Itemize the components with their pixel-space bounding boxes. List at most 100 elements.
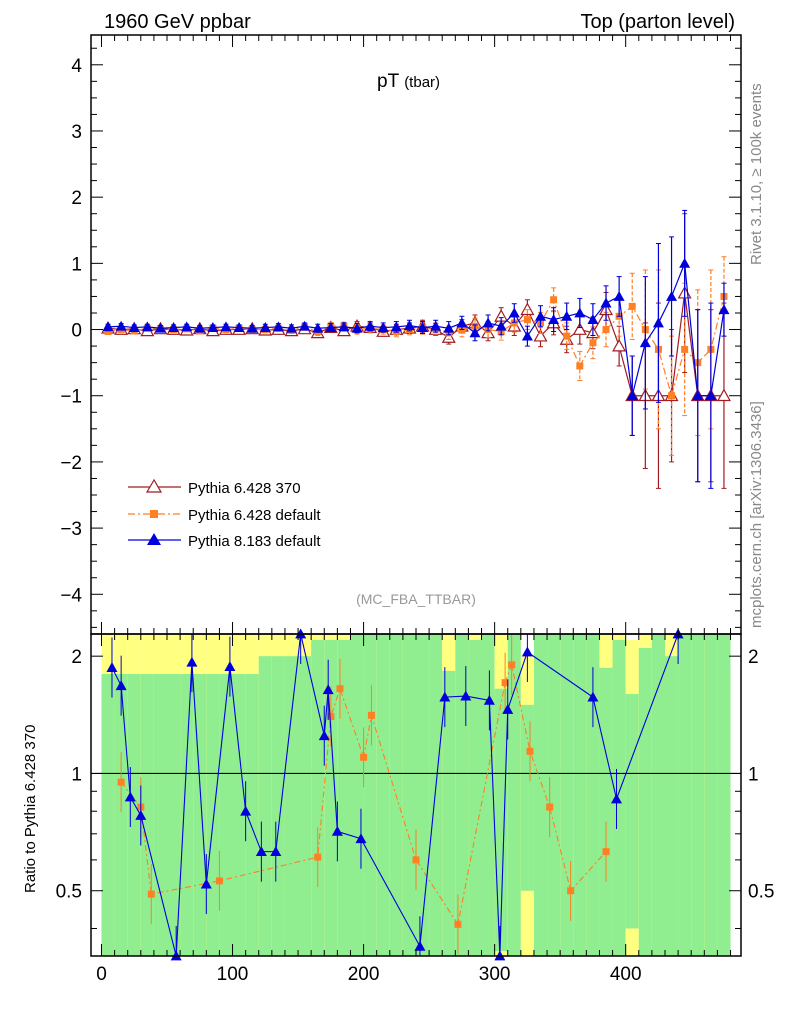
data-point: [104, 328, 112, 336]
ratio-point: [215, 877, 223, 885]
ratio-band-1sigma: [664, 656, 679, 956]
data-point: [550, 296, 558, 304]
data-point: [220, 321, 232, 332]
ratio-band-1sigma: [717, 634, 731, 956]
ratio-band-1sigma: [638, 647, 652, 956]
ratio-band-1sigma: [416, 634, 430, 956]
data-point: [574, 307, 586, 318]
data-point: [548, 314, 560, 325]
y-tick-label: 4: [71, 56, 82, 77]
ratio-tick-label-right: 0.5: [748, 882, 774, 903]
ratio-point: [327, 713, 335, 721]
data-point: [628, 302, 636, 310]
data-point: [576, 362, 584, 370]
legend-marker-open-triangle: [145, 478, 163, 493]
axis-ticks: 0 100 200 300 400 −4 −3 −2 −1 0 1 2 3 4 0.5 0.5 1 1 2 2: [56, 35, 774, 985]
data-point: [325, 322, 337, 332]
x-tick-label: 300: [479, 964, 511, 985]
x-tick-label: 400: [610, 964, 642, 985]
ratio-point: [322, 684, 334, 695]
x-tick-label: 200: [348, 964, 380, 985]
ratio-band-1sigma: [232, 673, 246, 956]
data-point: [364, 320, 376, 331]
legend-marker-filled-triangle: [147, 533, 161, 545]
data-point: [443, 322, 455, 333]
y-tick-label: −3: [60, 519, 82, 540]
legend: Pythia 6.428 370 Pythia 6.428 default Py…: [128, 478, 321, 550]
data-point: [299, 320, 311, 331]
data-point: [351, 322, 363, 333]
data-point: [563, 332, 571, 340]
x-tick-label: 0: [96, 964, 107, 985]
data-point: [534, 310, 546, 321]
data-point: [705, 390, 717, 401]
ratio-point: [124, 791, 136, 802]
data-point: [194, 322, 206, 333]
ratio-tick-label-left: 2: [71, 647, 82, 668]
data-point: [154, 322, 166, 333]
ratio-band-1sigma: [651, 634, 665, 956]
ratio-point: [318, 730, 330, 741]
data-point: [639, 337, 651, 348]
ratio-point: [240, 805, 252, 816]
ratio-band-1sigma: [402, 634, 416, 956]
data-point: [520, 302, 535, 316]
ratio-point: [414, 940, 426, 951]
ratio-point: [270, 846, 282, 857]
ratio-point: [439, 691, 451, 702]
data-point: [115, 320, 127, 331]
ratio-y-axis-label: Ratio to Pythia 6.428 370: [22, 725, 39, 893]
ratio-band-1sigma: [180, 673, 194, 956]
ratio-point: [454, 920, 462, 928]
ratio-band-1sigma: [560, 634, 574, 956]
header-left: 1960 GeV ppbar: [104, 11, 251, 33]
data-point: [233, 322, 245, 332]
data-point: [613, 290, 625, 301]
ratio-point: [186, 656, 198, 667]
ratio-point: [508, 661, 516, 669]
chart-title: pT (tbar): [377, 71, 440, 92]
ratio-point: [587, 691, 599, 702]
data-point: [561, 310, 573, 321]
legend-marker-square: [150, 510, 158, 518]
ratio-band-1sigma: [311, 640, 325, 956]
data-point: [716, 388, 731, 402]
ratio-band-1sigma: [678, 634, 692, 956]
ratio-point: [255, 846, 267, 857]
ratio-band-1sigma: [350, 634, 364, 956]
y-tick-label: −1: [60, 387, 82, 408]
ratio-tick-label-left: 0.5: [56, 882, 82, 903]
ratio-point: [331, 825, 343, 836]
ratio-band-1sigma: [258, 656, 272, 956]
legend-label-pythia6-default: Pythia 6.428 default: [188, 507, 321, 524]
y-tick-label: −2: [60, 453, 82, 474]
chart-title-main: pT: [377, 71, 400, 92]
data-point: [430, 320, 442, 331]
ratio-point: [483, 694, 495, 705]
ratio-point: [367, 711, 375, 719]
ratio-point: [611, 793, 623, 804]
ratio-band-1sigma: [376, 634, 390, 956]
ratio-band-1sigma: [363, 634, 377, 956]
ratio-point: [546, 803, 554, 811]
ratio-band-1sigma: [691, 634, 705, 956]
ratio-panel-data: [91, 628, 741, 961]
ratio-band-1sigma: [298, 656, 312, 956]
ratio-point: [200, 878, 212, 889]
ratio-band-1sigma: [520, 704, 534, 891]
ratio-series-1: [106, 628, 684, 961]
series-0: [101, 213, 731, 489]
ratio-point: [135, 809, 147, 820]
ratio-tick-label-right: 1: [748, 764, 759, 785]
ratio-band-1sigma: [337, 640, 351, 956]
y-tick-label: 2: [71, 188, 82, 209]
ratio-point: [115, 680, 127, 691]
data-point: [246, 322, 258, 333]
ratio-band-1sigma: [429, 634, 443, 956]
y-tick-label: −4: [60, 585, 82, 606]
data-point: [259, 322, 271, 332]
ratio-point: [567, 887, 575, 895]
ratio-point: [526, 747, 534, 755]
data-point: [469, 327, 481, 338]
